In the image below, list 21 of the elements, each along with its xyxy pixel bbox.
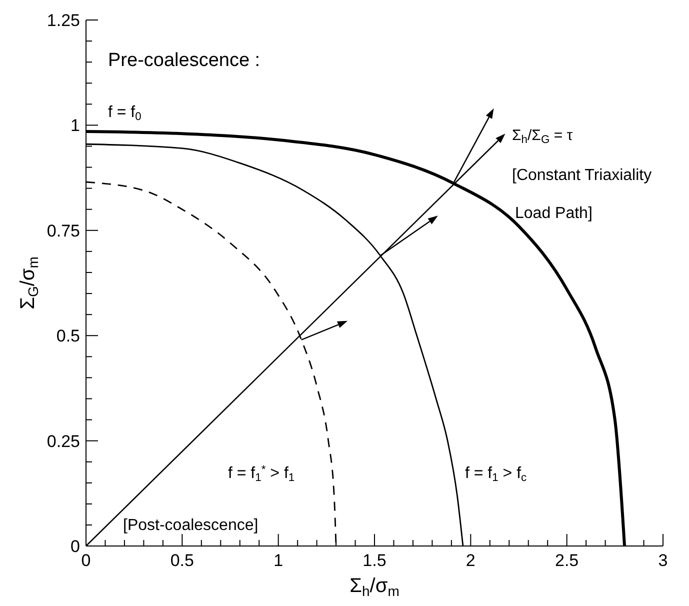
x-tick-label: 1.5 <box>362 551 386 570</box>
annotation: f = f$_{1}$ > f$_{c}$ <box>465 465 528 484</box>
x-tick-label: 2.5 <box>555 551 579 570</box>
y-tick-label: 0 <box>70 537 80 556</box>
annotation: [Post-coalescence] <box>123 517 258 534</box>
x-tick-label: 0.5 <box>170 551 194 570</box>
y-tick-label: 0.5 <box>56 326 80 346</box>
y-tick-label: 0.25 <box>46 432 80 451</box>
x-axis-title: Σ$_{h}$/σ$_{m}$ <box>350 575 400 600</box>
annotation: [Constant Triaxiality <box>512 167 652 184</box>
x-tick-label: 2 <box>466 551 476 570</box>
annotation: Pre-coalescence : <box>108 50 260 71</box>
y-tick-label: 1.25 <box>46 11 80 30</box>
annotation: f = f$_{1}$$^{*}$ > f$_{1}$ <box>228 464 295 484</box>
y-tick-label: 0.75 <box>46 221 80 240</box>
annotation: Load Path] <box>515 205 592 222</box>
y-tick-label: 1 <box>70 116 80 136</box>
annotation: f = f$_{0}$ <box>108 104 142 124</box>
x-tick-label: 3 <box>658 551 668 570</box>
x-tick-label: 1 <box>274 551 284 570</box>
annotation: Σ$_{h}$/Σ$_{G}$ = τ <box>512 127 573 146</box>
